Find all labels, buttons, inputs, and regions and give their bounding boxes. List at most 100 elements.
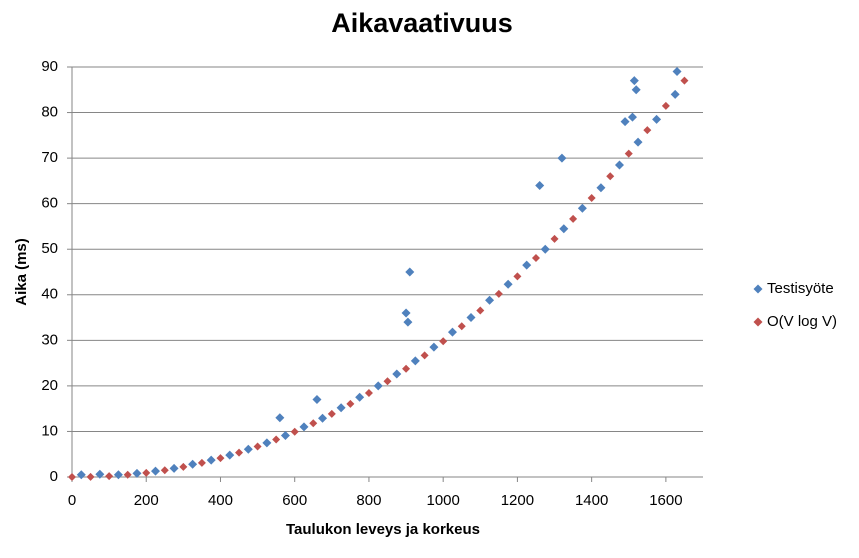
- point: [596, 183, 606, 193]
- point: [680, 76, 689, 85]
- point: [401, 308, 411, 318]
- point: [364, 388, 373, 397]
- point: [485, 295, 495, 305]
- point: [262, 438, 272, 448]
- point: [151, 466, 161, 476]
- point: [275, 413, 285, 423]
- point: [557, 153, 567, 163]
- legend-label: O(V log V): [767, 313, 837, 330]
- point: [132, 468, 142, 478]
- point: [627, 112, 637, 122]
- point: [113, 470, 123, 480]
- x-tick-label: 600: [282, 492, 307, 509]
- point: [476, 306, 485, 315]
- point: [197, 458, 206, 467]
- point: [235, 448, 244, 457]
- y-tick-label: 60: [41, 195, 58, 212]
- x-axis-title: Taulukon leveys ja korkeus: [286, 521, 480, 538]
- point: [535, 180, 545, 190]
- point: [383, 377, 392, 386]
- point: [318, 413, 328, 423]
- point: [225, 450, 235, 460]
- point: [346, 399, 355, 408]
- y-tick-label: 10: [41, 422, 58, 439]
- point: [643, 126, 652, 135]
- point: [169, 463, 179, 473]
- point: [531, 254, 540, 263]
- point: [420, 351, 429, 360]
- point: [336, 403, 346, 413]
- point: [142, 468, 151, 477]
- point: [253, 442, 262, 451]
- point: [216, 454, 225, 463]
- point: [629, 76, 639, 86]
- point: [466, 313, 476, 323]
- point: [272, 435, 281, 444]
- point: [392, 369, 402, 379]
- y-axis-title: Aika (ms): [13, 238, 30, 306]
- point: [606, 172, 615, 181]
- point: [86, 472, 95, 481]
- point: [327, 409, 336, 418]
- point: [550, 234, 559, 243]
- point: [587, 193, 596, 202]
- x-tick-label: 1400: [575, 492, 608, 509]
- point: [652, 114, 662, 124]
- point: [672, 67, 682, 77]
- point: [670, 89, 680, 99]
- x-tick-label: 1600: [649, 492, 682, 509]
- point: [439, 337, 448, 346]
- point: [68, 473, 76, 481]
- x-tick-label: 200: [134, 492, 159, 509]
- x-tick-label: 400: [208, 492, 233, 509]
- x-tick-label: 800: [356, 492, 381, 509]
- point: [410, 356, 420, 366]
- point: [243, 444, 253, 454]
- x-tick-label: 1000: [426, 492, 459, 509]
- point: [95, 469, 105, 479]
- point: [280, 431, 290, 441]
- point: [577, 203, 587, 213]
- point: [105, 472, 114, 481]
- point: [457, 322, 466, 331]
- y-tick-label: 90: [41, 58, 58, 75]
- point: [312, 395, 322, 405]
- point: [76, 470, 86, 480]
- point: [403, 317, 413, 327]
- point: [290, 427, 299, 436]
- point: [206, 455, 216, 465]
- legend-label: Testisyöte: [767, 280, 834, 297]
- y-tick-label: 80: [41, 104, 58, 121]
- point: [503, 279, 513, 289]
- y-tick-label: 50: [41, 240, 58, 257]
- point: [540, 244, 550, 254]
- legend-marker: [753, 317, 763, 327]
- x-tick-label: 0: [68, 492, 76, 509]
- point: [402, 364, 411, 373]
- point: [447, 327, 457, 337]
- y-tick-label: 70: [41, 149, 58, 166]
- point: [624, 149, 633, 158]
- point: [614, 160, 624, 170]
- y-tick-label: 20: [41, 377, 58, 394]
- point: [569, 214, 578, 223]
- point: [188, 459, 198, 469]
- y-tick-label: 40: [41, 286, 58, 303]
- point: [373, 381, 383, 391]
- point: [299, 422, 309, 432]
- legend-marker: [753, 284, 763, 294]
- point: [429, 342, 439, 352]
- point: [179, 462, 188, 471]
- point: [631, 85, 641, 95]
- point: [494, 289, 503, 298]
- point: [513, 272, 522, 281]
- point: [405, 267, 415, 277]
- point: [661, 101, 670, 110]
- chart-title: Aikavaativuus: [331, 8, 513, 38]
- point: [355, 392, 365, 402]
- point: [160, 466, 169, 475]
- point: [620, 117, 630, 127]
- x-tick-label: 1200: [501, 492, 534, 509]
- point: [123, 470, 132, 479]
